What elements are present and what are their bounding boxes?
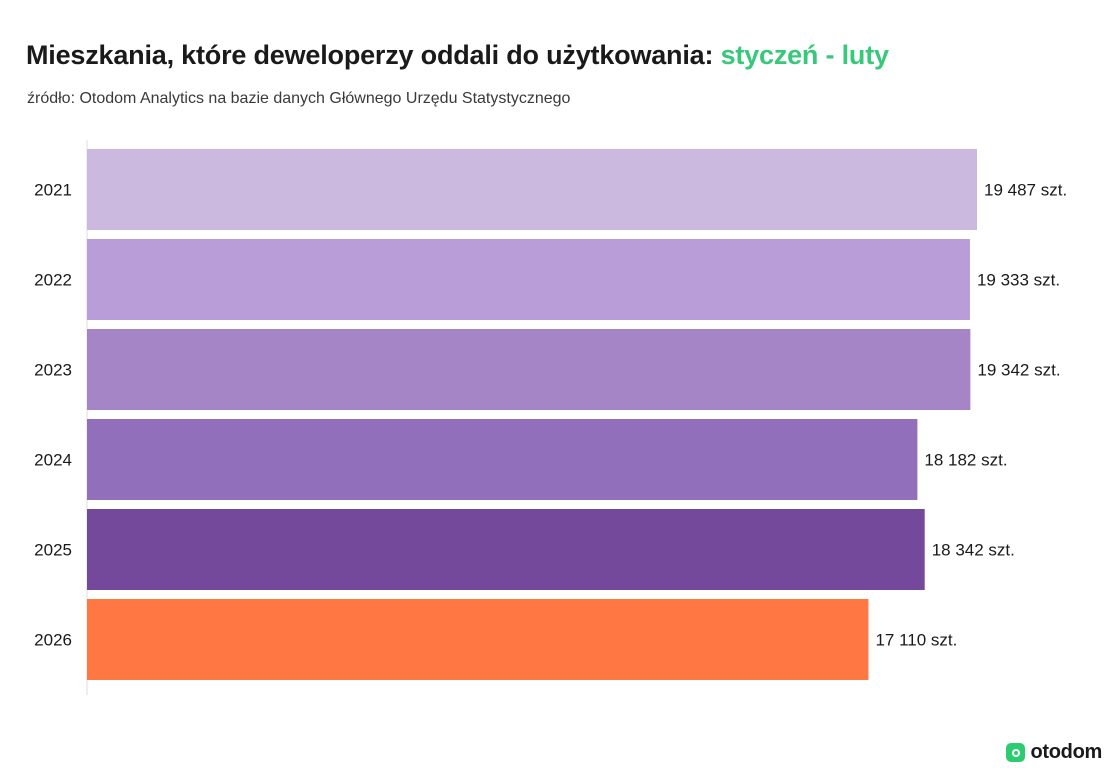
- bar-2026: [87, 599, 869, 680]
- otodom-logo-text: otodom: [1030, 741, 1102, 763]
- category-label-2023: 2023: [34, 361, 72, 380]
- bars-group: 2021 19 487 szt. 2022 19 333 szt. 2023 19 342…: [34, 149, 1067, 680]
- category-label-2024: 2024: [34, 451, 72, 470]
- chart-source: źródło: Otodom Analytics na bazie danych…: [27, 90, 571, 107]
- otodom-logo-icon: [1006, 743, 1026, 762]
- category-label-2021: 2021: [34, 181, 72, 200]
- category-label-2025: 2025: [34, 541, 72, 560]
- bar-2025: [87, 509, 925, 590]
- category-label-2026: 2026: [34, 631, 72, 650]
- bar-2023: [87, 329, 971, 410]
- bar-2024: [87, 419, 918, 500]
- chart-title-accent: styczeń - luty: [720, 40, 889, 70]
- chart-title: Mieszkania, które deweloperzy oddali do …: [26, 40, 889, 71]
- value-label-2022: 19 333 szt.: [977, 271, 1060, 290]
- chart-title-main: Mieszkania, które deweloperzy oddali do …: [26, 40, 714, 70]
- value-label-2024: 18 182 szt.: [924, 451, 1007, 470]
- bar-2021: [87, 149, 977, 230]
- value-label-2025: 18 342 szt.: [932, 541, 1015, 560]
- value-label-2023: 19 342 szt.: [977, 361, 1060, 380]
- category-label-2022: 2022: [34, 271, 72, 290]
- bar-2022: [87, 239, 970, 320]
- value-label-2026: 17 110 szt.: [875, 631, 957, 650]
- value-label-2021: 19 487 szt.: [984, 181, 1067, 200]
- otodom-logo: otodom: [1006, 741, 1102, 764]
